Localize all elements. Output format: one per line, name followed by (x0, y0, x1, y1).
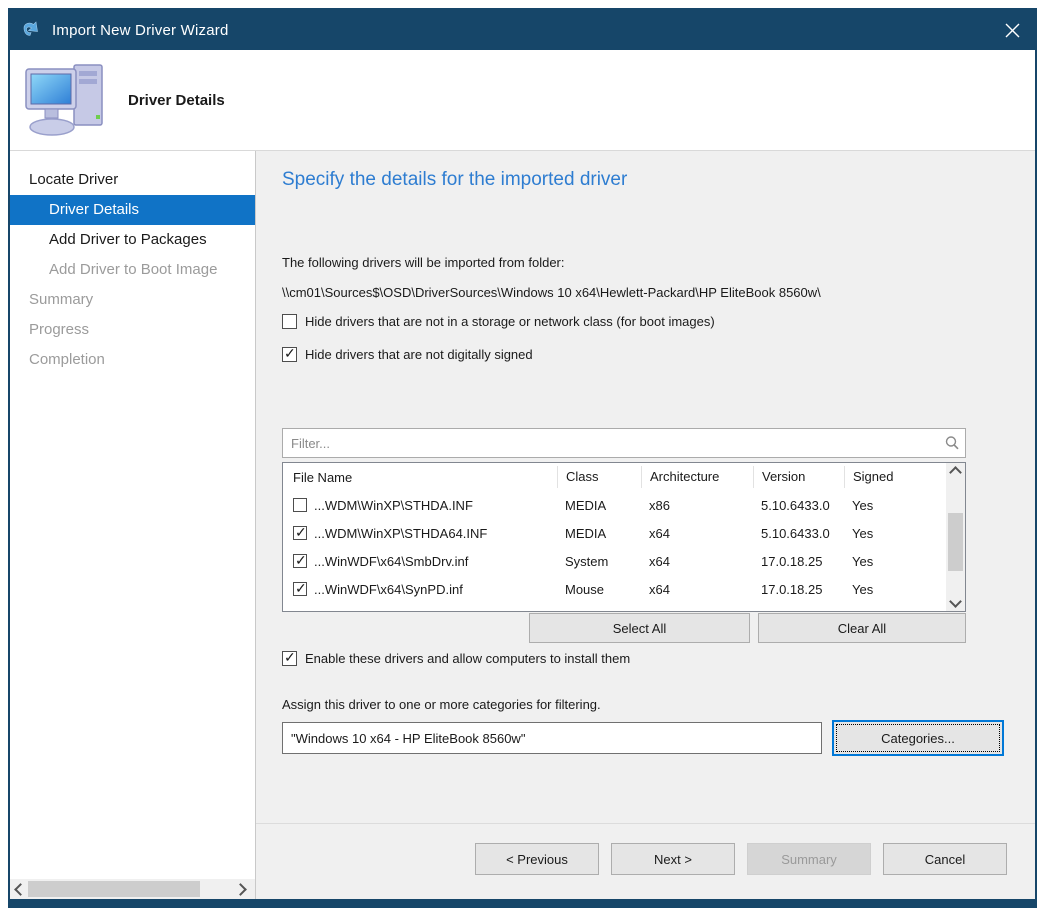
scroll-down-icon[interactable] (949, 595, 962, 608)
enable-drivers-checkbox-label: Enable these drivers and allow computers… (305, 651, 631, 666)
computer-icon (22, 55, 114, 145)
cell-version: 17.0.18.25 (761, 553, 823, 569)
window-title: Import New Driver Wizard (52, 21, 229, 39)
sidebar-item-locate-driver[interactable]: Locate Driver (29, 171, 119, 188)
body-row: Locate Driver Driver Details Add Driver … (10, 151, 1035, 899)
column-file-name[interactable]: File Name (293, 469, 353, 485)
driver-list: File Name Class Architecture Version Sig… (282, 462, 966, 612)
cell-class: Mouse (565, 581, 605, 597)
cell-version: 17.0.18.25 (761, 581, 823, 597)
title-bar: Import New Driver Wizard (10, 10, 1035, 50)
next-button[interactable]: Next > (611, 843, 735, 875)
cell-architecture: x86 (649, 497, 670, 513)
sidebar-item-progress: Progress (29, 321, 90, 338)
cell-signed: Yes (852, 553, 874, 569)
list-scrollbar-thumb[interactable] (948, 513, 963, 571)
sidebar-item-summary: Summary (29, 291, 94, 308)
hide-unsigned-checkbox-label: Hide drivers that are not digitally sign… (305, 347, 533, 362)
cell-class: MEDIA (565, 497, 607, 513)
intro-text: The following drivers will be imported f… (282, 255, 565, 270)
filter-input[interactable] (283, 435, 939, 451)
row-checkbox-checked-icon[interactable] (293, 554, 307, 569)
driver-list-table: File Name Class Architecture Version Sig… (283, 463, 946, 611)
column-class[interactable]: Class (557, 466, 641, 488)
row-checkbox-checked-icon[interactable] (293, 526, 307, 541)
list-vertical-scrollbar[interactable] (946, 463, 965, 611)
categories-instruction-text: Assign this driver to one or more catego… (282, 697, 601, 712)
cell-signed: Yes (852, 497, 874, 513)
sidebar-horizontal-scrollbar[interactable] (10, 879, 255, 899)
cell-file-name: ...WDM\WinXP\STHDA.INF (314, 497, 473, 513)
table-row[interactable]: ...WinWDF\x64\SmbDrv.inf System x64 17.0… (283, 547, 946, 575)
search-icon (939, 435, 965, 451)
cell-version: 5.10.6433.0 (761, 525, 830, 541)
wizard-arrow-icon (20, 19, 42, 41)
content-pane: Specify the details for the imported dri… (256, 151, 1035, 899)
summary-button: Summary (747, 843, 871, 875)
header-band: Driver Details (10, 50, 1035, 151)
sidebar-item-add-driver-to-packages[interactable]: Add Driver to Packages (49, 231, 207, 248)
hide-storage-checkbox-label: Hide drivers that are not in a storage o… (305, 314, 715, 329)
checkbox-checked-icon[interactable] (282, 345, 297, 362)
sidebar-item-completion: Completion (29, 351, 105, 368)
column-version[interactable]: Version (753, 466, 844, 488)
enable-drivers-checkbox-row[interactable]: Enable these drivers and allow computers… (282, 649, 631, 666)
categories-value-field[interactable] (282, 722, 822, 754)
cell-signed: Yes (852, 581, 874, 597)
select-all-button[interactable]: Select All (529, 613, 750, 643)
cell-architecture: x64 (649, 525, 670, 541)
cell-architecture: x64 (649, 553, 670, 569)
table-row[interactable]: ...WinWDF\x64\SynPD.inf Mouse x64 17.0.1… (283, 575, 946, 603)
filter-box (282, 428, 966, 458)
sidebar-item-driver-details[interactable]: Driver Details (10, 195, 255, 225)
row-checkbox-unchecked-icon[interactable] (293, 498, 307, 512)
wizard-steps-sidebar: Locate Driver Driver Details Add Driver … (10, 151, 256, 899)
scroll-right-icon[interactable] (234, 882, 247, 896)
previous-button[interactable]: < Previous (475, 843, 599, 875)
folder-path-text: \\cm01\Sources$\OSD\DriverSources\Window… (282, 285, 821, 300)
cell-class: MEDIA (565, 525, 607, 541)
cell-file-name: ...WinWDF\x64\SmbDrv.inf (314, 553, 469, 569)
table-row[interactable]: ...WDM\WinXP\STHDA.INF MEDIA x86 5.10.64… (283, 491, 946, 519)
cell-signed: Yes (852, 525, 874, 541)
page-title: Driver Details (128, 91, 225, 109)
cancel-button[interactable]: Cancel (883, 843, 1007, 875)
hide-unsigned-checkbox-row[interactable]: Hide drivers that are not digitally sign… (282, 345, 533, 362)
hide-storage-checkbox-row[interactable]: Hide drivers that are not in a storage o… (282, 314, 715, 329)
cell-version: 5.10.6433.0 (761, 497, 830, 513)
column-signed[interactable]: Signed (844, 466, 946, 488)
column-architecture[interactable]: Architecture (641, 466, 753, 488)
table-row[interactable]: ...WDM\WinXP\STHDA64.INF MEDIA x64 5.10.… (283, 519, 946, 547)
wizard-window: Import New Driver Wizard (8, 8, 1037, 908)
cell-architecture: x64 (649, 581, 670, 597)
sidebar-item-add-driver-to-boot-image: Add Driver to Boot Image (49, 261, 218, 278)
cell-file-name: ...WinWDF\x64\SynPD.inf (314, 581, 463, 597)
content-heading: Specify the details for the imported dri… (282, 169, 628, 190)
clear-all-button[interactable]: Clear All (758, 613, 966, 643)
scroll-left-icon[interactable] (14, 882, 27, 896)
table-header-row: File Name Class Architecture Version Sig… (283, 463, 946, 491)
checkbox-unchecked-icon[interactable] (282, 314, 297, 329)
cell-file-name: ...WDM\WinXP\STHDA64.INF (314, 525, 488, 541)
scroll-up-icon[interactable] (949, 466, 962, 479)
sidebar-scrollbar-thumb[interactable] (28, 881, 200, 897)
cell-class: System (565, 553, 609, 569)
categories-button[interactable]: Categories... (832, 720, 1004, 756)
checkbox-checked-icon[interactable] (282, 649, 297, 666)
row-checkbox-checked-icon[interactable] (293, 582, 307, 597)
close-icon[interactable] (989, 10, 1035, 50)
footer-divider (256, 823, 1035, 824)
